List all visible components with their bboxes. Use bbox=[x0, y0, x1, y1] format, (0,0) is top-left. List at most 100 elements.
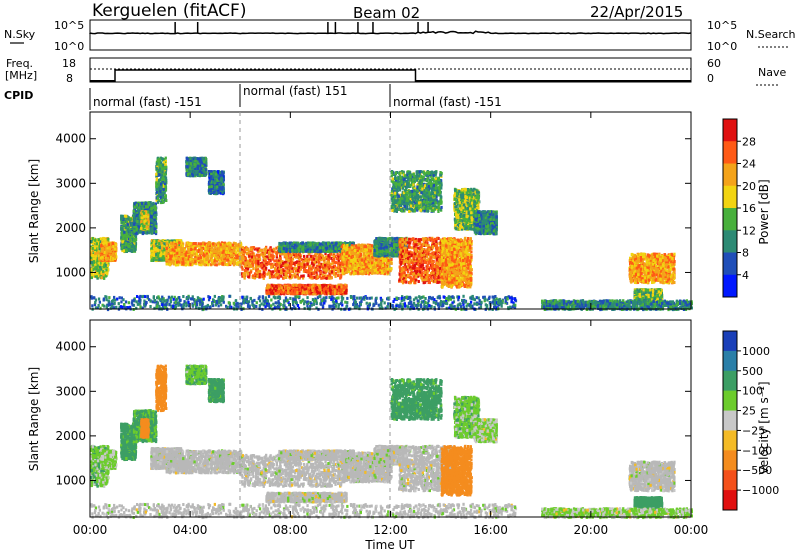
power-cell bbox=[125, 238, 127, 241]
power-cell bbox=[133, 230, 135, 233]
power-cell bbox=[165, 199, 167, 202]
power-cell bbox=[92, 247, 94, 250]
power-cell bbox=[140, 206, 142, 209]
power-cell bbox=[194, 157, 196, 160]
power-cell bbox=[163, 242, 165, 245]
power-cell bbox=[162, 164, 164, 167]
power-cell bbox=[150, 207, 152, 210]
power-cell bbox=[154, 214, 156, 217]
power-cell bbox=[164, 173, 166, 176]
power-cell bbox=[162, 157, 164, 160]
power-cell bbox=[123, 231, 125, 234]
power-cell bbox=[144, 219, 146, 222]
power-cell bbox=[145, 202, 147, 205]
power-cell bbox=[164, 194, 166, 197]
power-cell bbox=[157, 197, 159, 200]
power-cell bbox=[191, 173, 193, 176]
cpid-segment-3: normal (fast) -151 bbox=[393, 95, 502, 109]
power-cell bbox=[185, 264, 187, 267]
power-cell bbox=[199, 159, 201, 162]
power-cell bbox=[218, 177, 220, 180]
power-cell bbox=[158, 192, 160, 195]
noise-panel: N.Sky 10^5 10^0 10^5 10^0 N.Search bbox=[4, 19, 796, 53]
power-cell bbox=[166, 263, 168, 266]
power-cell bbox=[143, 212, 145, 215]
power-cell bbox=[104, 248, 106, 251]
power-cell bbox=[150, 219, 152, 222]
power-cell bbox=[161, 170, 163, 173]
power-cell bbox=[215, 173, 217, 176]
n-search-label: N.Search bbox=[746, 28, 796, 41]
power-cell bbox=[155, 207, 157, 210]
power-cell bbox=[154, 227, 156, 230]
power-cell bbox=[121, 240, 123, 243]
power-cell bbox=[154, 221, 156, 224]
power-cell bbox=[107, 249, 109, 252]
power-cell bbox=[110, 246, 112, 249]
power-cell bbox=[214, 179, 216, 182]
power-cell bbox=[155, 247, 157, 250]
freq-left-tick-top: 18 bbox=[62, 57, 76, 70]
cpid-row: CPID normal (fast) -151 normal (fast) 15… bbox=[4, 84, 502, 110]
power-cell bbox=[160, 183, 162, 186]
power-cell bbox=[156, 256, 158, 259]
power-cell bbox=[94, 246, 96, 249]
power-cell bbox=[91, 276, 93, 279]
power-cell bbox=[157, 201, 159, 204]
power-cell bbox=[164, 185, 166, 188]
power-cell bbox=[142, 231, 144, 234]
power-cell bbox=[143, 215, 145, 218]
power-cell bbox=[101, 276, 103, 279]
power-cell bbox=[162, 178, 164, 181]
power-cell bbox=[221, 186, 223, 189]
power-cell bbox=[188, 170, 190, 173]
power-cell bbox=[146, 226, 148, 229]
power-cell bbox=[140, 220, 142, 223]
power-data-layer bbox=[90, 157, 693, 312]
power-cell bbox=[210, 175, 212, 178]
power-cell bbox=[143, 225, 145, 228]
power-cell bbox=[115, 243, 117, 246]
power-cell bbox=[136, 204, 138, 207]
power-cell bbox=[153, 254, 155, 257]
power-cell bbox=[90, 240, 92, 243]
power-cell bbox=[133, 210, 135, 213]
power-cell bbox=[154, 218, 156, 221]
power-cell bbox=[197, 165, 199, 168]
station-title: Kerguelen (fitACF) bbox=[92, 1, 246, 21]
power-cell bbox=[125, 242, 127, 245]
power-cell bbox=[158, 173, 160, 176]
power-cell bbox=[102, 247, 104, 250]
power-cell bbox=[100, 244, 102, 247]
power-cell bbox=[202, 157, 204, 160]
power-cell bbox=[218, 183, 220, 186]
power-cell bbox=[102, 270, 104, 273]
power-cell bbox=[105, 268, 107, 271]
noise-right-tick-bottom: 10^0 bbox=[707, 40, 737, 53]
nave-label: Nave bbox=[758, 66, 786, 79]
power-cell bbox=[91, 254, 93, 257]
power-cell bbox=[157, 159, 159, 162]
power-cell bbox=[162, 196, 164, 199]
power-cell bbox=[91, 273, 93, 276]
power-cell bbox=[160, 242, 162, 245]
power-cell bbox=[150, 212, 152, 215]
power-cell bbox=[123, 223, 125, 226]
nave-right-tick-bottom: 0 bbox=[707, 72, 714, 85]
power-cell bbox=[92, 237, 94, 240]
power-cell bbox=[94, 268, 96, 271]
power-cell bbox=[135, 232, 137, 235]
power-cell bbox=[190, 170, 192, 173]
power-cell bbox=[150, 250, 152, 253]
power-cell bbox=[101, 256, 103, 259]
noise-left-tick-bottom: 10^0 bbox=[54, 40, 84, 53]
power-cell bbox=[108, 243, 110, 246]
power-cell bbox=[125, 215, 127, 218]
power-cell bbox=[163, 161, 165, 164]
noise-spikes bbox=[175, 22, 428, 33]
power-cell bbox=[201, 174, 203, 177]
power-cell bbox=[147, 218, 149, 221]
power-cell bbox=[99, 266, 101, 269]
power-cell bbox=[114, 248, 116, 251]
